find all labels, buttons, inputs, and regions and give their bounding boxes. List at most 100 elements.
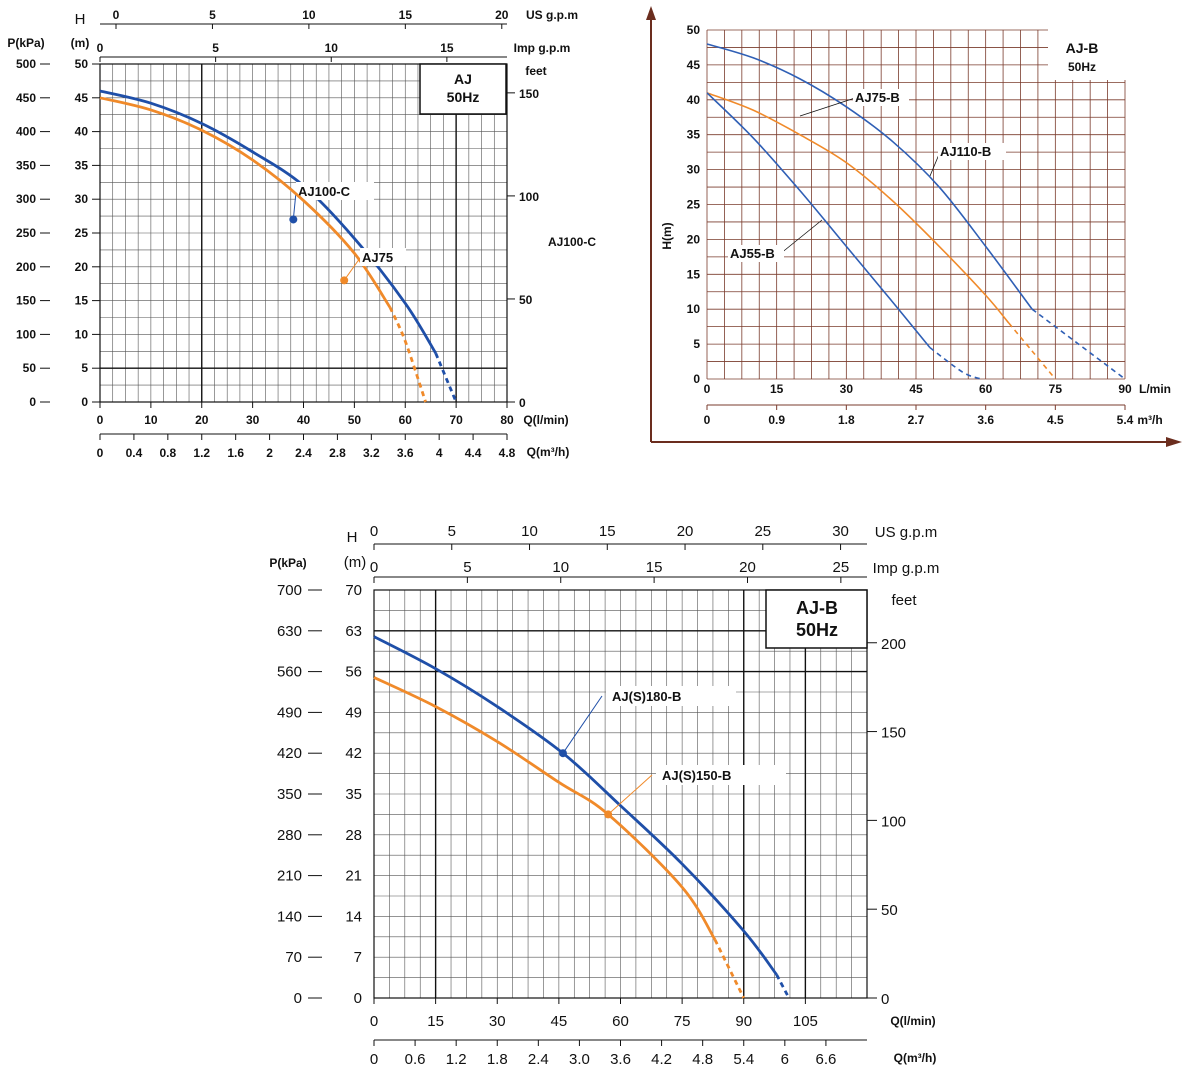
series-label-0: AJ75-B <box>855 90 900 105</box>
x-tick-m3h: 4.4 <box>465 446 482 460</box>
y-tick-m: 28 <box>345 827 362 844</box>
model-box-frequency: 50Hz <box>796 620 838 640</box>
x-axis-label-lpm: Q(l/min) <box>523 413 568 427</box>
y-tick-m: 45 <box>75 91 89 105</box>
x-tick-lpm: 60 <box>612 1013 629 1030</box>
x-tick-imp: 0 <box>97 41 104 55</box>
series-dash-1 <box>1008 322 1056 380</box>
series-label-bg-1 <box>656 765 786 785</box>
x-axis-label-lpm: L/min <box>1139 382 1171 396</box>
x-tick-lpm: 20 <box>195 413 209 427</box>
y-tick-kpa: 300 <box>16 192 36 206</box>
series-line-0 <box>373 635 778 976</box>
x-axis-label-lpm: Q(l/min) <box>890 1014 935 1028</box>
x-tick-lpm: 10 <box>144 413 158 427</box>
y-tick-kpa: 630 <box>277 623 302 640</box>
series-line-0 <box>99 89 437 355</box>
y-tick-m: 35 <box>345 786 362 803</box>
series-line-0 <box>706 43 1033 310</box>
y-axis-label-top: H <box>75 11 86 28</box>
y-tick-kpa: 140 <box>277 908 302 925</box>
series-leader-0 <box>562 695 603 754</box>
x-tick-m3h: 0 <box>97 446 104 460</box>
y-tick-feet: 150 <box>519 87 539 101</box>
x-tick-lpm: 105 <box>793 1013 818 1030</box>
x-tick-us: 20 <box>677 523 694 540</box>
feet-axis-label: feet <box>525 64 546 78</box>
x-axis-label-m3h: Q(m³/h) <box>527 445 570 459</box>
model-box-frequency: 50Hz <box>1068 60 1096 74</box>
x-tick-imp: 20 <box>739 559 756 576</box>
y-tick-m: 5 <box>693 337 700 351</box>
x-tick-m3h: 2.4 <box>295 446 312 460</box>
y-tick-m: 15 <box>75 294 89 308</box>
x-tick-imp: 10 <box>552 559 569 576</box>
y-tick-kpa: 560 <box>277 664 302 681</box>
series-label-bg-1 <box>938 143 1006 160</box>
y-tick-kpa: 100 <box>16 327 36 341</box>
x-tick-lpm: 60 <box>399 413 413 427</box>
x-tick-m3h: 0.8 <box>159 446 176 460</box>
x-tick-m3h: 2.8 <box>329 446 346 460</box>
x-tick-lpm: 15 <box>770 382 784 396</box>
x-tick-m3h: 1.8 <box>838 413 855 427</box>
y-tick-feet: 150 <box>881 725 906 742</box>
y-tick-kpa: 280 <box>277 827 302 844</box>
y-tick-feet: 50 <box>881 902 898 919</box>
y-tick-m: 0 <box>81 395 88 409</box>
y-tick-kpa: 50 <box>23 361 37 375</box>
y-axis-label: H(m) <box>660 222 674 249</box>
x-tick-lpm: 45 <box>551 1013 568 1030</box>
x-tick-us: 30 <box>832 523 849 540</box>
x-tick-m3h: 3.6 <box>610 1051 631 1068</box>
y-tick-m: 14 <box>345 908 362 925</box>
y-tick-m: 10 <box>75 327 89 341</box>
series-label-2: AJ55-B <box>730 246 775 261</box>
y-tick-kpa: 200 <box>16 260 36 274</box>
x-tick-lpm: 75 <box>1049 382 1063 396</box>
y-tick-feet: 0 <box>881 991 889 1008</box>
x-tick-m3h: 3.6 <box>397 446 414 460</box>
y-tick-m: 25 <box>687 198 701 212</box>
series-dash-0 <box>775 974 791 999</box>
x-tick-m3h: 1.2 <box>446 1051 467 1068</box>
x-tick-lpm: 0 <box>370 1013 378 1030</box>
x-axis-label-m3h: m³/h <box>1137 413 1162 427</box>
y-tick-m: 0 <box>693 372 700 386</box>
y-tick-m: 7 <box>354 949 362 966</box>
x-tick-m3h: 0 <box>370 1051 378 1068</box>
imp-axis-label: Imp g.p.m <box>514 41 571 55</box>
y-tick-m: 50 <box>75 57 89 71</box>
imp-axis-label: Imp g.p.m <box>873 560 940 577</box>
x-tick-imp: 25 <box>833 559 850 576</box>
kpa-axis-label: P(kPa) <box>269 556 306 570</box>
y-tick-m: 0 <box>354 990 362 1007</box>
y-tick-feet: 0 <box>519 396 526 410</box>
x-tick-imp: 15 <box>646 559 663 576</box>
series-leader-1 <box>343 257 361 281</box>
y-tick-kpa: 420 <box>277 745 302 762</box>
chart-ajb-large: AJ-B50Hz07142128354249566370H(m)07014021… <box>269 523 939 1068</box>
x-tick-m3h: 1.6 <box>227 446 244 460</box>
feet-axis-label: feet <box>891 592 917 609</box>
x-tick-m3h: 0.9 <box>768 413 785 427</box>
y-tick-m: 56 <box>345 664 362 681</box>
model-box <box>419 63 507 115</box>
series-label-bg-1 <box>360 248 406 266</box>
series-dash-1 <box>713 939 746 999</box>
x-tick-m3h: 6.6 <box>815 1051 836 1068</box>
series-label-bg-2 <box>728 245 784 262</box>
x-tick-lpm: 90 <box>1118 382 1132 396</box>
y-axis-label: (m) <box>71 36 90 50</box>
x-tick-imp: 5 <box>463 559 471 576</box>
y-tick-feet: 50 <box>519 293 533 307</box>
series-leader-2 <box>779 219 823 255</box>
y-tick-kpa: 500 <box>16 57 36 71</box>
x-tick-imp: 15 <box>440 41 454 55</box>
x-axis-arrowhead <box>1166 437 1182 447</box>
series-line-1 <box>706 92 1010 324</box>
x-tick-m3h: 0.6 <box>405 1051 426 1068</box>
x-tick-m3h: 6 <box>781 1051 789 1068</box>
x-tick-m3h: 4.2 <box>651 1051 672 1068</box>
x-tick-m3h: 2.7 <box>908 413 925 427</box>
